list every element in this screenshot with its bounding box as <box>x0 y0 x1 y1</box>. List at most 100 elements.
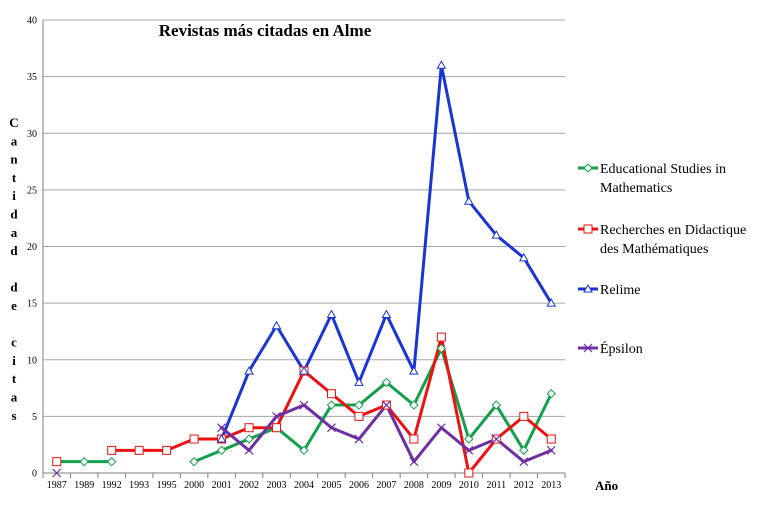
x-tick-label: 2001 <box>212 480 232 491</box>
data-point <box>381 400 391 410</box>
x-tick-label: 2012 <box>514 480 534 491</box>
x-tick-label: 1992 <box>102 480 122 491</box>
legend-entry: Educational Studies in Mathematics <box>578 162 726 196</box>
data-point <box>299 400 309 410</box>
data-point <box>354 377 364 386</box>
data-point <box>134 445 144 455</box>
x-tick-label: 1995 <box>157 480 177 491</box>
x-tick-label: 2010 <box>459 480 479 491</box>
data-point <box>326 389 336 399</box>
legend-entry: Relime <box>578 283 640 298</box>
data-point <box>327 423 336 433</box>
data-point <box>464 468 474 478</box>
data-point <box>354 400 364 410</box>
y-tick-label: 40 <box>27 16 37 27</box>
y-tick-label: 20 <box>27 242 37 253</box>
x-tick-label: 2007 <box>376 480 396 491</box>
data-point <box>381 377 392 388</box>
data-point <box>491 400 502 410</box>
y-tick-label: 5 <box>32 412 37 423</box>
legend-entry: Recherches en Didactique des Mathématique… <box>578 223 746 257</box>
y-tick-label: 0 <box>32 469 37 480</box>
legend-entry: Épsilon <box>578 340 643 357</box>
data-point <box>52 468 62 478</box>
data-point <box>244 423 254 433</box>
data-point <box>519 411 529 421</box>
x-tick-label: 2003 <box>267 480 287 491</box>
data-point <box>244 366 254 375</box>
data-point <box>381 309 392 318</box>
data-point <box>244 445 254 455</box>
data-point <box>491 434 501 444</box>
data-point <box>52 457 62 467</box>
x-tick-label: 1993 <box>129 480 149 491</box>
data-point <box>436 343 447 354</box>
data-point <box>299 366 309 375</box>
x-tick-label: 1987 <box>47 480 67 491</box>
data-point <box>244 434 254 444</box>
data-point <box>189 434 199 444</box>
chart-title: Revistas más citadas en Alme <box>159 21 372 40</box>
data-point <box>519 457 529 467</box>
x-tick-label: 2002 <box>239 480 259 491</box>
x-tick-label: 2009 <box>431 480 451 491</box>
data-point <box>583 224 593 234</box>
data-point <box>107 445 117 455</box>
legend-label: Educational Studies in <box>600 162 726 177</box>
data-point <box>519 445 529 456</box>
data-point <box>326 309 337 318</box>
data-point <box>299 445 309 456</box>
x-tick-label: 2011 <box>486 480 506 491</box>
data-point <box>409 457 419 467</box>
data-point <box>546 389 556 399</box>
legend-label: Mathematics <box>600 181 672 196</box>
y-tick-label: 10 <box>27 355 37 366</box>
x-tick-label: 2006 <box>349 480 369 491</box>
data-point <box>272 423 282 433</box>
data-point <box>409 366 419 375</box>
data-point <box>464 434 474 444</box>
data-point <box>436 423 446 433</box>
data-point <box>409 400 419 410</box>
data-point <box>518 252 529 262</box>
data-point <box>326 400 337 410</box>
data-point <box>546 434 556 444</box>
data-point <box>583 163 593 173</box>
data-point <box>216 445 227 456</box>
data-point <box>272 411 281 421</box>
x-axis-title: Año <box>595 478 618 493</box>
data-point <box>583 283 593 293</box>
x-tick-label: 2013 <box>541 480 561 491</box>
legend-label: Relime <box>600 283 640 298</box>
data-point <box>354 411 364 421</box>
y-tick-label: 35 <box>27 72 37 83</box>
data-point <box>583 343 593 353</box>
x-tick-label: 2008 <box>404 480 424 491</box>
data-point <box>216 434 227 443</box>
y-tick-label: 30 <box>27 129 37 140</box>
data-point <box>409 434 419 444</box>
data-point <box>464 445 474 455</box>
series-line <box>192 346 553 464</box>
data-point <box>546 445 556 455</box>
data-point <box>546 298 557 307</box>
data-point <box>463 196 474 205</box>
legend-label: des Mathématiques <box>600 242 708 257</box>
data-point <box>217 423 227 433</box>
data-point <box>271 320 282 330</box>
x-tick-label: 2005 <box>321 480 341 491</box>
x-tick-label: 2000 <box>184 480 204 491</box>
y-tick-label: 15 <box>27 299 37 310</box>
x-tick-label: 1989 <box>74 480 94 491</box>
legend-label: Épsilon <box>600 340 643 357</box>
legend-label: Recherches en Didactique <box>600 223 746 238</box>
legend: Educational Studies in Mathematics Recherc… <box>578 162 746 357</box>
data-point <box>436 60 447 69</box>
data-point <box>189 456 199 467</box>
y-tick-label: 25 <box>27 185 37 196</box>
data-point <box>79 456 89 467</box>
data-point <box>162 445 172 455</box>
